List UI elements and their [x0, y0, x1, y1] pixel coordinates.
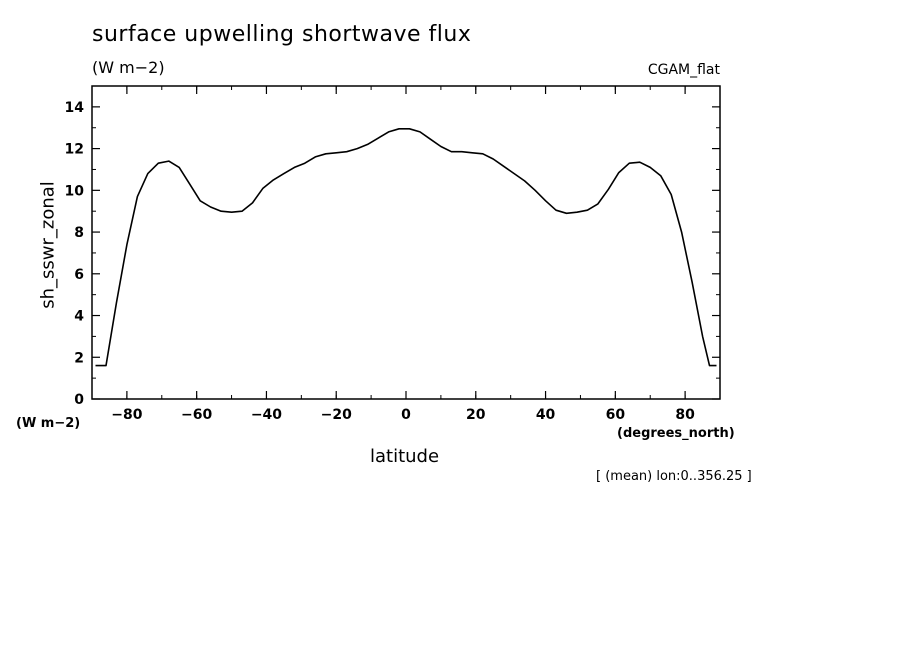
y-tick-label: 8 — [74, 225, 84, 241]
chart-title: surface upwelling shortwave flux — [92, 22, 472, 47]
y-tick-label: 2 — [74, 350, 84, 366]
y-tick-label: 0 — [74, 392, 84, 408]
x-tick-label: 60 — [606, 407, 626, 423]
x-tick-label: −20 — [321, 407, 352, 423]
x-axis-title: latitude — [370, 446, 440, 467]
units-label-left: (W m−2) — [16, 416, 81, 431]
y-tick-label: 14 — [65, 100, 85, 116]
plot-frame — [91, 85, 721, 400]
units-label-top: (W m−2) — [92, 58, 165, 77]
x-tick-label: 0 — [401, 407, 411, 423]
y-tick-label: 4 — [74, 309, 84, 325]
x-tick-label: 40 — [536, 407, 556, 423]
dataset-label: CGAM_flat — [647, 62, 720, 78]
subset-note: [ (mean) lon:0..356.25 ] — [596, 469, 752, 484]
y-tick-label: 10 — [65, 183, 85, 199]
y-tick-label: 12 — [65, 142, 84, 158]
series-line — [95, 128, 717, 367]
x-tick-label: −60 — [181, 407, 212, 423]
y-tick-label: 6 — [74, 267, 84, 283]
x-tick-label: −40 — [251, 407, 282, 423]
x-tick-label: 20 — [466, 407, 486, 423]
x-axis-units: (degrees_north) — [617, 426, 735, 441]
x-tick-label: −80 — [111, 407, 142, 423]
x-tick-label: 80 — [675, 407, 695, 423]
